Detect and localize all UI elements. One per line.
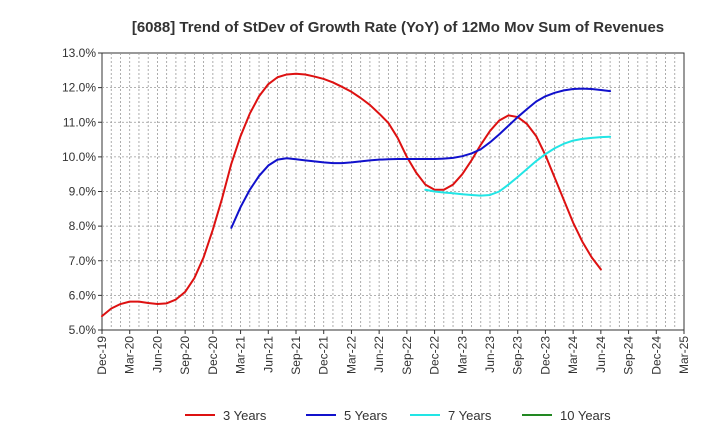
x-tick-label: Jun-21: [261, 336, 275, 373]
grid: [102, 53, 684, 330]
x-tick-label: Jun-23: [483, 336, 497, 373]
legend-label: 10 Years: [560, 408, 611, 423]
x-tick-label: Dec-22: [428, 336, 442, 375]
x-tick-label: Sep-24: [622, 336, 636, 375]
y-tick-label: 10.0%: [62, 150, 96, 164]
legend-label: 3 Years: [223, 408, 267, 423]
y-tick-label: 8.0%: [69, 219, 97, 233]
y-tick-label: 11.0%: [63, 115, 96, 129]
x-tick-label: Mar-25: [677, 336, 691, 374]
x-tick-label: Mar-22: [344, 336, 358, 374]
x-tick-label: Dec-20: [206, 336, 220, 375]
y-tick-label: 13.0%: [62, 46, 96, 60]
x-tick-label: Dec-19: [95, 336, 109, 375]
x-tick-label: Sep-23: [511, 336, 525, 375]
x-tick-label: Sep-21: [289, 336, 303, 375]
series-lines: [101, 72, 612, 318]
x-tick-label: Jun-22: [372, 336, 386, 373]
chart-title: [6088] Trend of StDev of Growth Rate (Yo…: [132, 19, 664, 36]
x-tick-label: Dec-24: [649, 336, 663, 375]
legend-label: 7 Years: [448, 408, 492, 423]
x-tick-label: Sep-20: [178, 336, 192, 375]
x-tick-label: Mar-24: [566, 336, 580, 374]
x-tick-label: Jun-24: [594, 336, 608, 373]
x-tick-label: Mar-21: [234, 336, 248, 374]
y-tick-label: 6.0%: [69, 288, 97, 302]
x-tick-label: Jun-20: [150, 336, 164, 373]
x-tick-label: Sep-22: [400, 336, 414, 375]
legend-label: 5 Years: [344, 408, 388, 423]
series-line-7-years: [424, 135, 612, 197]
series-line-5-years: [230, 87, 612, 229]
y-tick-label: 9.0%: [69, 185, 97, 199]
legend: 3 Years 5 Years 7 Years 10 Years: [185, 408, 611, 423]
y-axis: 5.0% 6.0% 7.0% 8.0% 9.0% 10.0% 11.0% 12.0% 13.0%: [62, 46, 102, 337]
x-axis: Dec-19 Mar-20 Jun-20 Sep-20 Dec-20 Mar-21 Jun-…: [95, 330, 691, 375]
x-tick-label: Mar-20: [123, 336, 137, 374]
x-tick-label: Dec-23: [538, 336, 552, 375]
x-tick-label: Mar-23: [455, 336, 469, 374]
y-tick-label: 5.0%: [69, 323, 97, 337]
x-tick-label: Dec-21: [317, 336, 331, 375]
y-tick-label: 7.0%: [69, 254, 97, 268]
y-tick-label: 12.0%: [62, 81, 96, 95]
plot-area: [101, 52, 685, 331]
